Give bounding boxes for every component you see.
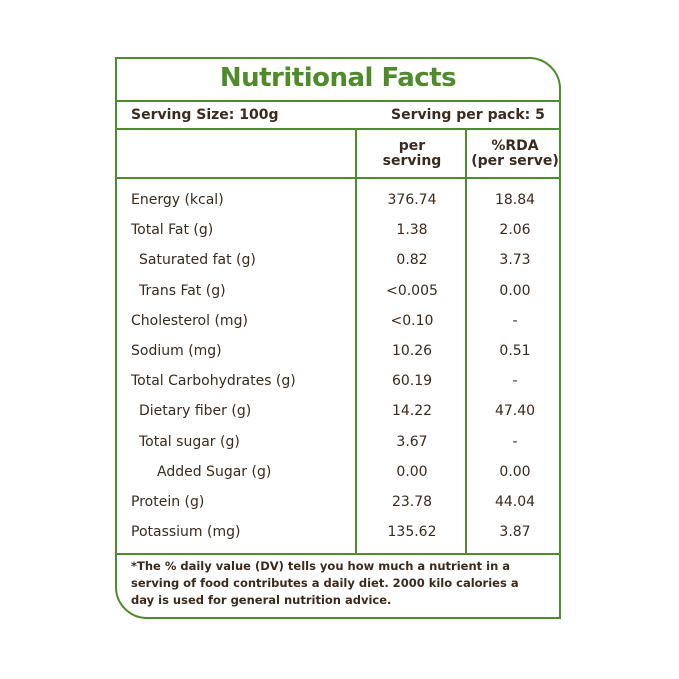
nutrient-name: Energy (kcal) [131, 192, 224, 208]
serving-size: Serving Size: 100g [131, 107, 279, 123]
nutrient-name: Potassium (mg) [131, 524, 241, 541]
panel-title: Nutritional Facts [219, 63, 457, 93]
nutrient-name: Cholesterol (mg) [131, 312, 248, 329]
rda-value: 47.40 [494, 403, 536, 420]
nutrient-name: Added Sugar (g) [157, 463, 272, 480]
header-per-serving: per serving [382, 138, 442, 169]
per-serving-value: 60.19 [391, 373, 433, 390]
divider [117, 100, 559, 102]
per-serving-value: 23.78 [391, 494, 433, 510]
per-serving-value: <0.10 [390, 312, 434, 329]
per-serving-value: 10.26 [391, 343, 433, 359]
column-divider [465, 129, 467, 555]
header-rda: %RDA (per serve) [471, 138, 559, 169]
divider [117, 553, 559, 555]
nutrient-name: Saturated fat (g) [139, 252, 256, 269]
per-serving-value: 0.82 [396, 252, 428, 269]
nutrient-name: Total sugar (g) [139, 433, 240, 450]
footnote: *The % daily value (DV) tells you how mu… [131, 559, 519, 607]
rda-value: 0.00 [499, 282, 531, 299]
rda-value: 3.73 [499, 252, 531, 269]
per-serving-value: 135.62 [387, 524, 437, 541]
rda-value: - [512, 312, 518, 329]
per-serving-value: 14.22 [391, 403, 433, 420]
rda-value: 0.51 [499, 343, 531, 359]
nutrient-name: Total Fat (g) [131, 222, 214, 239]
nutrient-name: Protein (g) [131, 494, 205, 510]
per-serving-value: 0.00 [396, 463, 428, 480]
nutrition-facts-panel: Nutritional Facts Serving Size: 100g Ser… [115, 57, 561, 619]
divider [117, 128, 559, 130]
per-serving-value: 3.67 [396, 433, 428, 450]
rda-value: 44.04 [494, 494, 536, 510]
divider [117, 177, 559, 179]
nutrient-name: Sodium (mg) [131, 343, 222, 359]
rda-value: 18.84 [494, 192, 536, 208]
rda-value: - [512, 373, 518, 390]
rda-value: 0.00 [499, 463, 531, 480]
nutrient-name: Total Carbohydrates (g) [131, 373, 296, 390]
rda-value: - [512, 433, 518, 450]
column-divider [355, 129, 357, 555]
nutrient-name: Trans Fat (g) [139, 282, 226, 299]
rda-value: 2.06 [499, 222, 531, 239]
nutrient-name: Dietary fiber (g) [139, 403, 252, 420]
per-serving-value: 376.74 [387, 192, 437, 208]
serving-per-pack: Serving per pack: 5 [391, 107, 545, 123]
per-serving-value: <0.005 [386, 282, 438, 299]
rda-value: 3.87 [499, 524, 531, 541]
per-serving-value: 1.38 [396, 222, 428, 239]
